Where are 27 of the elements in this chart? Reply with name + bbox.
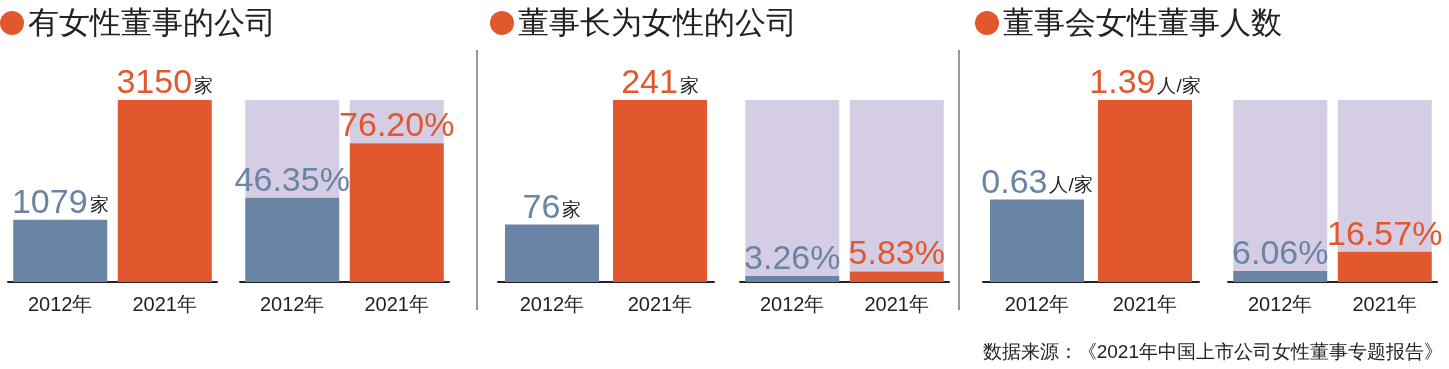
source-note: 数据来源：《2021年中国上市公司女性董事专题报告》 <box>982 340 1443 364</box>
x-tick-label: 2012年 <box>28 293 93 315</box>
x-tick-label: 2012年 <box>1248 293 1313 315</box>
x-tick-label: 2012年 <box>1004 293 1070 315</box>
x-tick-label: 2012年 <box>260 293 325 315</box>
data-label: 46.35% <box>234 159 350 198</box>
x-tick-label: 2021年 <box>132 293 197 315</box>
chart-title: 董事会女性董事人数 <box>1003 4 1282 42</box>
data-label: 16.57% <box>1327 213 1443 252</box>
x-tick-label: 2012年 <box>760 293 825 315</box>
x-tick-label: 2012年 <box>519 293 585 315</box>
data-label: 241家 <box>621 62 699 100</box>
data-label: 6.06% <box>1232 232 1329 271</box>
data-label: 76.20% <box>339 105 455 144</box>
data-label: 76家 <box>522 186 582 225</box>
data-label: 5.83% <box>848 233 945 272</box>
data-label: 1.39人/家 <box>1089 62 1201 100</box>
x-tick-label: 2021年 <box>864 293 929 315</box>
chart-title: 董事长为女性的公司 <box>518 4 797 42</box>
x-tick-label: 2021年 <box>1352 293 1417 315</box>
data-label: 0.63人/家 <box>981 161 1093 200</box>
x-tick-label: 2021年 <box>627 293 693 315</box>
x-tick-label: 2021年 <box>364 293 429 315</box>
chart-title: 有女性董事的公司 <box>28 4 276 42</box>
data-label: 3150家 <box>116 62 214 100</box>
data-label: 3.26% <box>744 238 841 277</box>
x-tick-label: 2021年 <box>1112 293 1178 315</box>
